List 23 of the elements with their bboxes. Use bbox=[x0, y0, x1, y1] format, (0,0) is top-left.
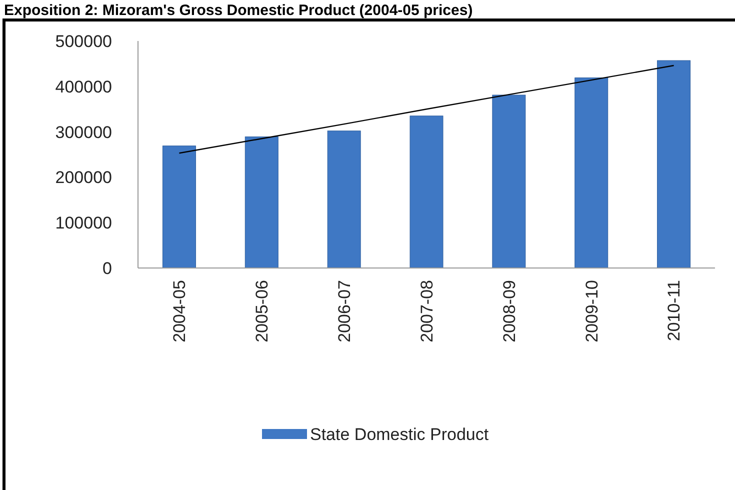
y-tick-label: 500000 bbox=[55, 32, 112, 51]
x-tick-label: 2009-10 bbox=[582, 280, 602, 342]
x-tick-label: 2004-05 bbox=[170, 280, 190, 342]
bar bbox=[657, 60, 691, 268]
x-tick-label: 2006-07 bbox=[335, 280, 354, 342]
bar bbox=[410, 116, 444, 268]
chart-title: Exposition 2: Mizoram's Gross Domestic Product (2004-05 prices) bbox=[4, 2, 473, 19]
x-tick-label: 2005-06 bbox=[252, 280, 272, 342]
bar bbox=[244, 136, 278, 268]
line-series bbox=[178, 64, 674, 154]
x-tick-label: 2010-11 bbox=[664, 280, 684, 342]
y-tick-label: 100000 bbox=[55, 214, 112, 233]
y-tick-label: 0 bbox=[102, 258, 112, 278]
x-tick-label: 2008-09 bbox=[500, 280, 519, 342]
bar bbox=[492, 94, 526, 268]
x-tick-label: 2007-08 bbox=[417, 280, 436, 342]
bar bbox=[574, 78, 608, 268]
y-tick-label: 200000 bbox=[55, 168, 112, 188]
bar bbox=[162, 146, 196, 268]
y-tick-label: 300000 bbox=[55, 122, 112, 142]
y-tick-label: 400000 bbox=[55, 77, 112, 96]
bar bbox=[327, 130, 361, 268]
legend-label: State Domestic Product bbox=[310, 424, 489, 444]
